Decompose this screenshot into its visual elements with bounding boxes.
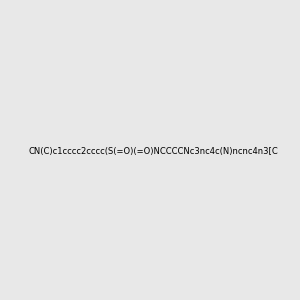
- Text: CN(C)c1cccc2cccc(S(=O)(=O)NCCCCNc3nc4c(N)ncnc4n3[C: CN(C)c1cccc2cccc(S(=O)(=O)NCCCCNc3nc4c(N…: [29, 147, 279, 156]
